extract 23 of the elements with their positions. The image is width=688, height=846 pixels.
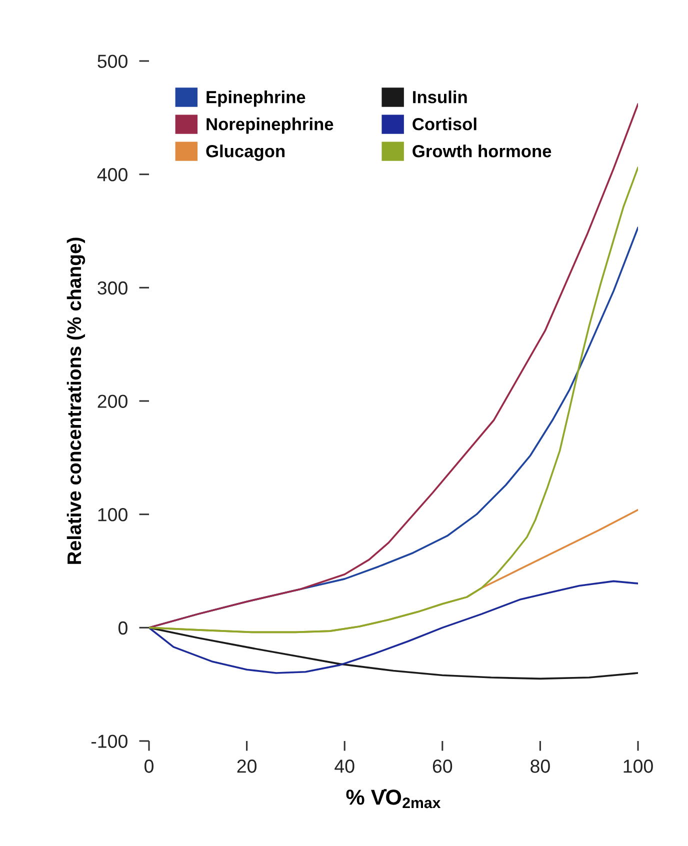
y-tick-label: 100 — [98, 508, 128, 522]
y-tick-label: -100 — [91, 734, 128, 748]
x-tick-label: 40 — [334, 760, 354, 773]
legend-label: Norepinephrine — [206, 118, 334, 134]
x-tick-label: 60 — [432, 760, 452, 773]
x-tick-label: 20 — [237, 760, 256, 773]
x-tick-label: 80 — [530, 760, 550, 773]
y-axis-title: Relative concentrations (% change) — [66, 238, 86, 564]
legend-label: Epinephrine — [206, 90, 306, 107]
x-axis-title: % V̇O$_{2max}$ — [346, 789, 441, 808]
y-tick-label: 400 — [97, 168, 128, 182]
legend-label: Insulin — [413, 90, 467, 104]
x-tick-label: 100 — [624, 760, 653, 773]
x-tick-label: 0 — [144, 760, 154, 773]
line-series — [149, 580, 638, 674]
y-tick-label: 200 — [98, 394, 128, 408]
legend-label: Glucagon — [206, 144, 284, 161]
line-series — [149, 626, 638, 680]
legend-label: Growth hormone — [412, 144, 552, 158]
y-tick-label: 0 — [118, 621, 128, 635]
legend-label: Cortisol — [412, 118, 476, 130]
y-tick-label: 300 — [98, 281, 128, 295]
y-tick-label: 500 — [98, 54, 128, 68]
